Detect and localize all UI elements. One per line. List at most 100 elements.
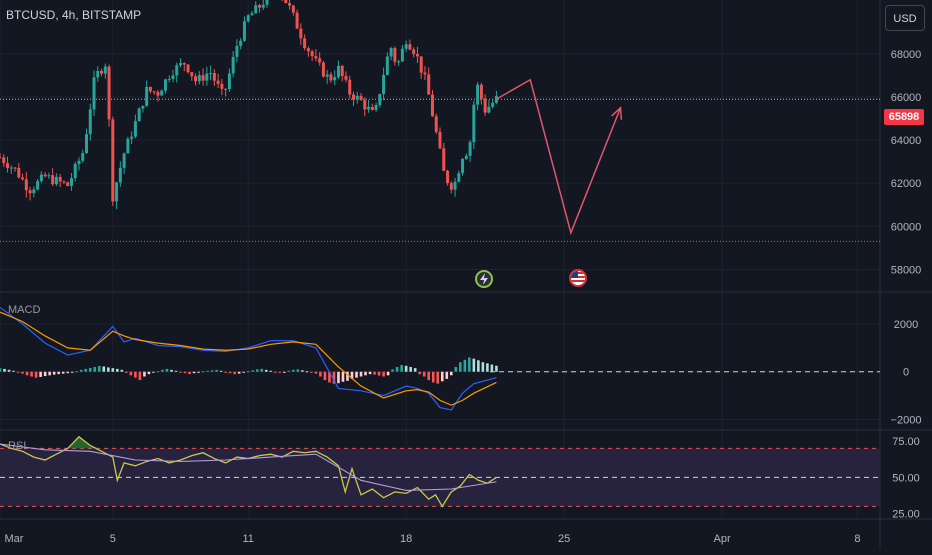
macd-histogram-bar [120, 369, 124, 372]
candle-body [242, 21, 246, 41]
macd-histogram-bar [377, 371, 381, 376]
candle-body [81, 153, 85, 161]
candle-body [344, 75, 348, 80]
candle-body [453, 181, 457, 190]
macd-histogram-bar [161, 369, 164, 372]
macd-histogram-bar [97, 366, 101, 372]
macd-pane-label[interactable]: MACD [8, 304, 41, 316]
price-axis: 58000 60000 62000 64000 66000 68000 [891, 49, 922, 277]
macd-histogram-bar [16, 371, 20, 373]
time-tick-label: 8 [854, 533, 860, 545]
candle-body [88, 109, 92, 135]
candle-body [17, 167, 21, 178]
candle-body [318, 58, 322, 63]
rsi-pane [0, 435, 880, 508]
macd-histogram-bar [296, 369, 300, 372]
candle-body [393, 48, 397, 62]
candle-body [231, 56, 235, 74]
macd-histogram-bar [34, 371, 38, 378]
macd-histogram-bar [314, 371, 318, 374]
macd-histogram-bar [481, 362, 485, 372]
macd-histogram-bar [413, 368, 417, 372]
macd-histogram-bar [431, 371, 435, 383]
price-pane [0, 0, 880, 242]
macd-histogram-bar [328, 371, 331, 383]
macd-histogram-bar [7, 369, 11, 372]
candle-body [141, 105, 145, 109]
candle-body [51, 175, 55, 185]
macd-line [0, 306, 497, 411]
candle-body [265, 0, 269, 5]
candle-body [483, 98, 487, 113]
macd-histogram-bar [350, 371, 354, 379]
candle-body [167, 78, 171, 80]
candle-body [355, 95, 359, 100]
candle-body [148, 86, 152, 92]
candle-body [325, 74, 329, 77]
macd-histogram-bar [373, 371, 376, 375]
candle-body [24, 179, 28, 191]
macd-histogram-bar [228, 371, 232, 374]
macd-histogram-bar [25, 371, 29, 376]
macd-histogram-bar [273, 371, 277, 373]
currency-button[interactable]: USD [885, 5, 925, 31]
rsi-tick-label: 50.00 [892, 472, 920, 484]
macd-histogram-bar [355, 371, 358, 378]
macd-histogram-bar [395, 366, 399, 372]
candle-body [303, 38, 307, 49]
candle-body [182, 63, 186, 65]
candle-body [427, 74, 431, 95]
candle-body [66, 182, 70, 186]
macd-histogram-bar [440, 371, 444, 382]
candle-body [201, 75, 205, 81]
candle-body [205, 73, 209, 81]
macd-histogram-bar [319, 371, 322, 377]
macd-histogram-bar [3, 368, 6, 372]
us-flag-event-icon[interactable] [569, 269, 587, 287]
macd-histogram-bar [174, 370, 178, 372]
time-axis: Mar 5 11 18 25 Apr 8 [5, 533, 861, 545]
candle-body [216, 80, 220, 84]
candle-body [111, 119, 115, 202]
us-flag-glyph [571, 271, 585, 285]
macd-histogram-bar [0, 368, 2, 372]
macd-histogram-bar [368, 371, 372, 375]
candle-body [171, 75, 175, 79]
candle-body [457, 173, 461, 182]
macd-histogram-bar [310, 371, 313, 373]
last-price-badge: 65898 [884, 109, 924, 125]
candle-body [194, 76, 198, 82]
macd-histogram-bar [332, 371, 336, 384]
macd-histogram-bar [409, 366, 412, 372]
macd-histogram-bar [116, 368, 119, 372]
macd-histogram-bar [260, 368, 264, 372]
rsi-pane-label[interactable]: RSI [8, 440, 27, 452]
macd-histogram-bar [422, 371, 426, 377]
macd-histogram-bar [386, 371, 390, 376]
symbol-title[interactable]: BTCUSD, 4h, BITSTAMP [6, 8, 142, 22]
macd-histogram-bar [156, 371, 160, 373]
macd-histogram-bar [278, 371, 282, 373]
macd-histogram [0, 357, 498, 384]
macd-histogram-bar [359, 371, 363, 377]
candle-body [321, 62, 325, 77]
macd-histogram-bar [264, 369, 268, 372]
candle-body [310, 51, 314, 57]
candle-body [160, 90, 164, 96]
lightning-event-icon[interactable] [475, 270, 493, 288]
candle-body [69, 178, 73, 186]
candle-body [408, 44, 412, 50]
macd-histogram-bar [84, 368, 88, 372]
macd-histogram-bar [251, 370, 255, 372]
macd-histogram-bar [12, 370, 15, 372]
rsi-ma-line [0, 443, 497, 492]
macd-histogram-bar [48, 371, 51, 376]
macd-histogram-bar [102, 366, 106, 372]
macd-histogram-bar [21, 371, 24, 374]
candle-body [352, 94, 356, 100]
candle-body [359, 95, 363, 101]
candle-body [400, 48, 404, 62]
time-tick-label: 11 [242, 533, 253, 545]
